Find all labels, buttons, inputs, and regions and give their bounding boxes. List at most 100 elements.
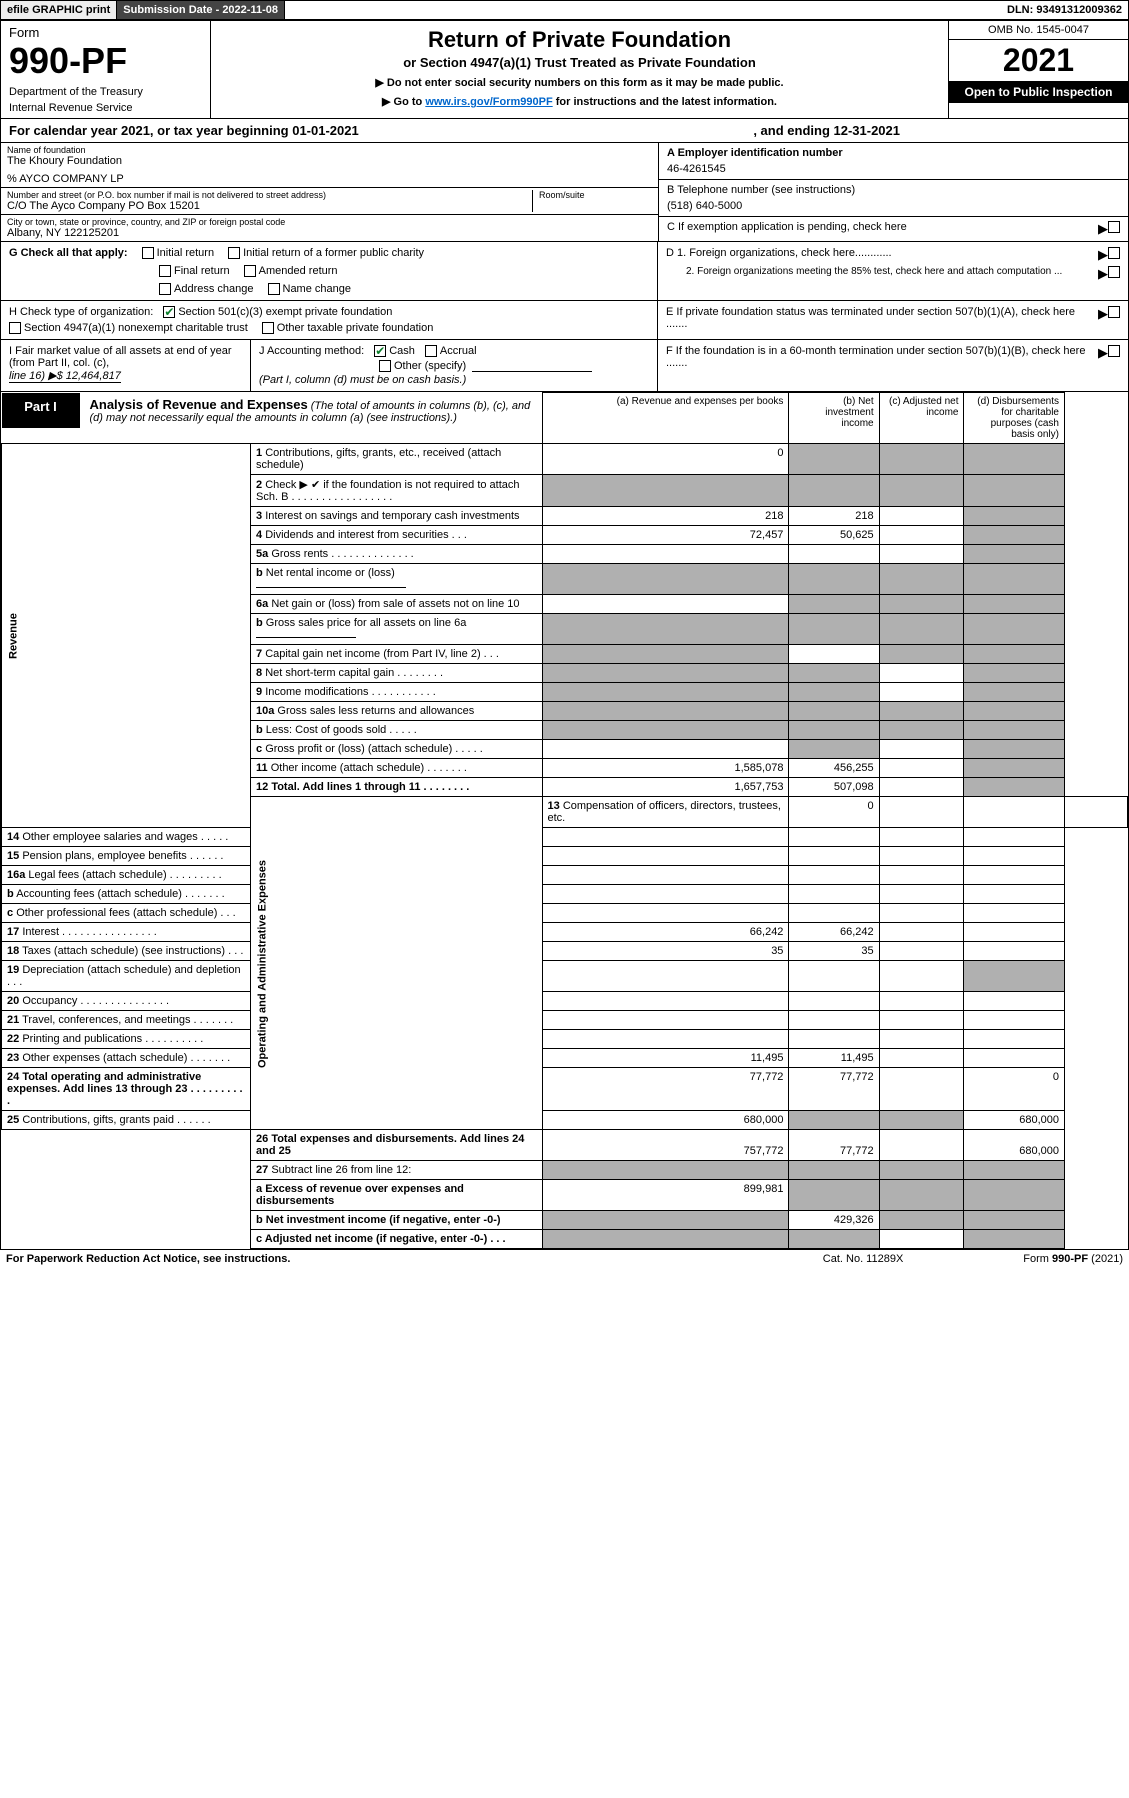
desc: Total operating and administrative expen… [7, 1071, 243, 1107]
form-title: Return of Private Foundation [221, 27, 938, 53]
g-o1: Initial return [157, 247, 214, 259]
amt-b: 507,098 [789, 778, 879, 797]
j-other-ck[interactable] [379, 360, 391, 372]
ln: 13 [548, 800, 560, 812]
g-addr-ck[interactable] [159, 283, 171, 295]
j-o3: Other (specify) [394, 360, 466, 372]
info-block: Name of foundation The Khoury Foundation… [1, 143, 1128, 242]
e-txt: E If private foundation status was termi… [666, 306, 1098, 330]
header-right: OMB No. 1545-0047 2021 Open to Public In… [948, 21, 1128, 118]
footer: For Paperwork Reduction Act Notice, see … [0, 1250, 1129, 1268]
table-row: 24 Total operating and administrative ex… [2, 1068, 1128, 1111]
f-ck[interactable] [1108, 345, 1120, 357]
j-o2: Accrual [440, 345, 477, 357]
form-subtitle: or Section 4947(a)(1) Trust Treated as P… [221, 55, 938, 70]
amt-b: 77,772 [789, 1130, 879, 1161]
dln: DLN: 93491312009362 [1001, 1, 1128, 19]
arrow-icon: ▶ [1098, 306, 1108, 330]
city-row: City or town, state or province, country… [1, 215, 658, 241]
part1-title-b: Analysis of Revenue and Expenses [90, 397, 308, 412]
ln: 14 [7, 831, 19, 843]
dept: Department of the Treasury [9, 86, 202, 98]
desc: Gross profit or (loss) (attach schedule)… [265, 743, 483, 755]
g-block: G Check all that apply: Initial return I… [1, 242, 658, 300]
d1-ck[interactable] [1108, 247, 1120, 259]
desc: Total expenses and disbursements. Add li… [256, 1133, 524, 1157]
h-o2: Section 4947(a)(1) nonexempt charitable … [24, 322, 248, 334]
h-block: H Check type of organization: Section 50… [1, 301, 658, 339]
info-left: Name of foundation The Khoury Foundation… [1, 143, 658, 241]
h-other-ck[interactable] [262, 322, 274, 334]
table-row: 23 Other expenses (attach schedule) . . … [2, 1049, 1128, 1068]
ln: 20 [7, 995, 19, 1007]
desc: Net short-term capital gain . . . . . . … [265, 667, 443, 679]
foot-c: Cat. No. 11289X [823, 1253, 904, 1265]
table-row: 19 Depreciation (attach schedule) and de… [2, 961, 1128, 992]
amt-b: 50,625 [789, 526, 879, 545]
note-2: ▶ Go to www.irs.gov/Form990PF for instru… [221, 95, 938, 108]
form-word: Form [9, 25, 202, 40]
table-row: 22 Printing and publications . . . . . .… [2, 1030, 1128, 1049]
ln: 12 [256, 781, 268, 793]
desc: Dividends and interest from securities .… [265, 529, 467, 541]
c-checkbox[interactable] [1108, 221, 1120, 233]
d2-ck[interactable] [1108, 266, 1120, 278]
e-ck[interactable] [1108, 306, 1120, 318]
foot-r: Form 990-PF (2021) [1023, 1253, 1123, 1265]
desc: Other income (attach schedule) . . . . .… [271, 762, 467, 774]
addr: C/O The Ayco Company PO Box 15201 [7, 200, 532, 212]
desc: Other expenses (attach schedule) . . . .… [22, 1052, 230, 1064]
j-cash-ck[interactable] [374, 345, 386, 357]
ln: 8 [256, 667, 262, 679]
amt-a: 218 [542, 507, 789, 526]
ln: 22 [7, 1033, 19, 1045]
amt-b: 66,242 [789, 923, 879, 942]
j-accrual-ck[interactable] [425, 345, 437, 357]
f-txt: F If the foundation is in a 60-month ter… [666, 345, 1098, 369]
g-final-ck[interactable] [159, 265, 171, 277]
phone-lbl: B Telephone number (see instructions) [667, 184, 855, 196]
i-lbl: I Fair market value of all assets at end… [9, 345, 242, 369]
ln: a [256, 1183, 262, 1195]
ln: 26 [256, 1133, 268, 1145]
ij-block: I Fair market value of all assets at end… [1, 340, 658, 391]
amt-d: 680,000 [964, 1111, 1065, 1130]
e-block: E If private foundation status was termi… [658, 301, 1128, 339]
name-row: Name of foundation The Khoury Foundation… [1, 143, 658, 188]
desc: Check ▶ ✔ if the foundation is not requi… [256, 479, 520, 503]
header-left: Form 990-PF Department of the Treasury I… [1, 21, 211, 118]
h-4947-ck[interactable] [9, 322, 21, 334]
g-name-ck[interactable] [268, 283, 280, 295]
g-o2: Initial return of a former public charit… [243, 247, 424, 259]
ln: b [256, 724, 263, 736]
amt-a: 77,772 [542, 1068, 789, 1111]
amt-b: 77,772 [789, 1068, 879, 1111]
desc: Total. Add lines 1 through 11 . . . . . … [271, 781, 469, 793]
g-initial-former-ck[interactable] [228, 247, 240, 259]
desc: Contributions, gifts, grants, etc., rece… [256, 447, 501, 471]
table-row: 26 Total expenses and disbursements. Add… [2, 1130, 1128, 1161]
desc: Interest on savings and temporary cash i… [265, 510, 519, 522]
h-501c3-ck[interactable] [163, 306, 175, 318]
note-1: ▶ Do not enter social security numbers o… [221, 76, 938, 89]
desc: Less: Cost of goods sold . . . . . [266, 724, 417, 736]
amt-b: 35 [789, 942, 879, 961]
desc: Taxes (attach schedule) (see instruction… [22, 945, 243, 957]
form-container: efile GRAPHIC print Submission Date - 20… [0, 0, 1129, 1250]
g-o4: Amended return [259, 265, 338, 277]
irs: Internal Revenue Service [9, 102, 202, 114]
desc: Printing and publications . . . . . . . … [22, 1033, 203, 1045]
ein-lbl: A Employer identification number [667, 147, 843, 159]
irs-link[interactable]: www.irs.gov/Form990PF [425, 96, 552, 108]
g-initial-ck[interactable] [142, 247, 154, 259]
col-a: (a) Revenue and expenses per books [542, 393, 789, 444]
amt-a: 11,495 [542, 1049, 789, 1068]
ein-row: A Employer identification number 46-4261… [659, 143, 1128, 180]
f-block: F If the foundation is in a 60-month ter… [658, 340, 1128, 391]
ln: 15 [7, 850, 19, 862]
i-j-f-row: I Fair market value of all assets at end… [1, 340, 1128, 392]
note2-pre: ▶ Go to [382, 96, 425, 108]
g-amended-ck[interactable] [244, 265, 256, 277]
desc: Other employee salaries and wages . . . … [22, 831, 228, 843]
revenue-vlabel: Revenue [2, 444, 251, 828]
